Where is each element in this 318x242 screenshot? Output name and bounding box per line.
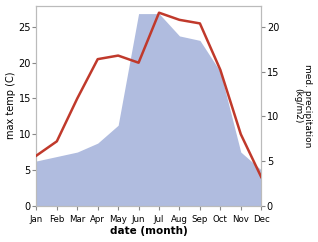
Y-axis label: med. precipitation
(kg/m2): med. precipitation (kg/m2): [293, 64, 313, 147]
Y-axis label: max temp (C): max temp (C): [5, 72, 16, 139]
X-axis label: date (month): date (month): [110, 227, 188, 236]
